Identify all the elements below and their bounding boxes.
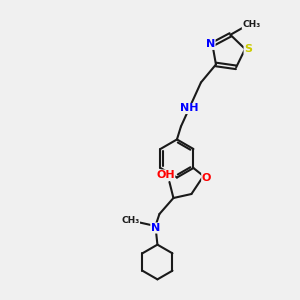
Text: O: O [202, 173, 211, 183]
Text: S: S [244, 44, 252, 54]
Text: N: N [206, 39, 215, 50]
Text: NH: NH [180, 103, 198, 113]
Text: N: N [151, 223, 160, 233]
Text: CH₃: CH₃ [121, 215, 140, 224]
Text: CH₃: CH₃ [242, 20, 260, 29]
Text: OH: OH [156, 170, 175, 180]
